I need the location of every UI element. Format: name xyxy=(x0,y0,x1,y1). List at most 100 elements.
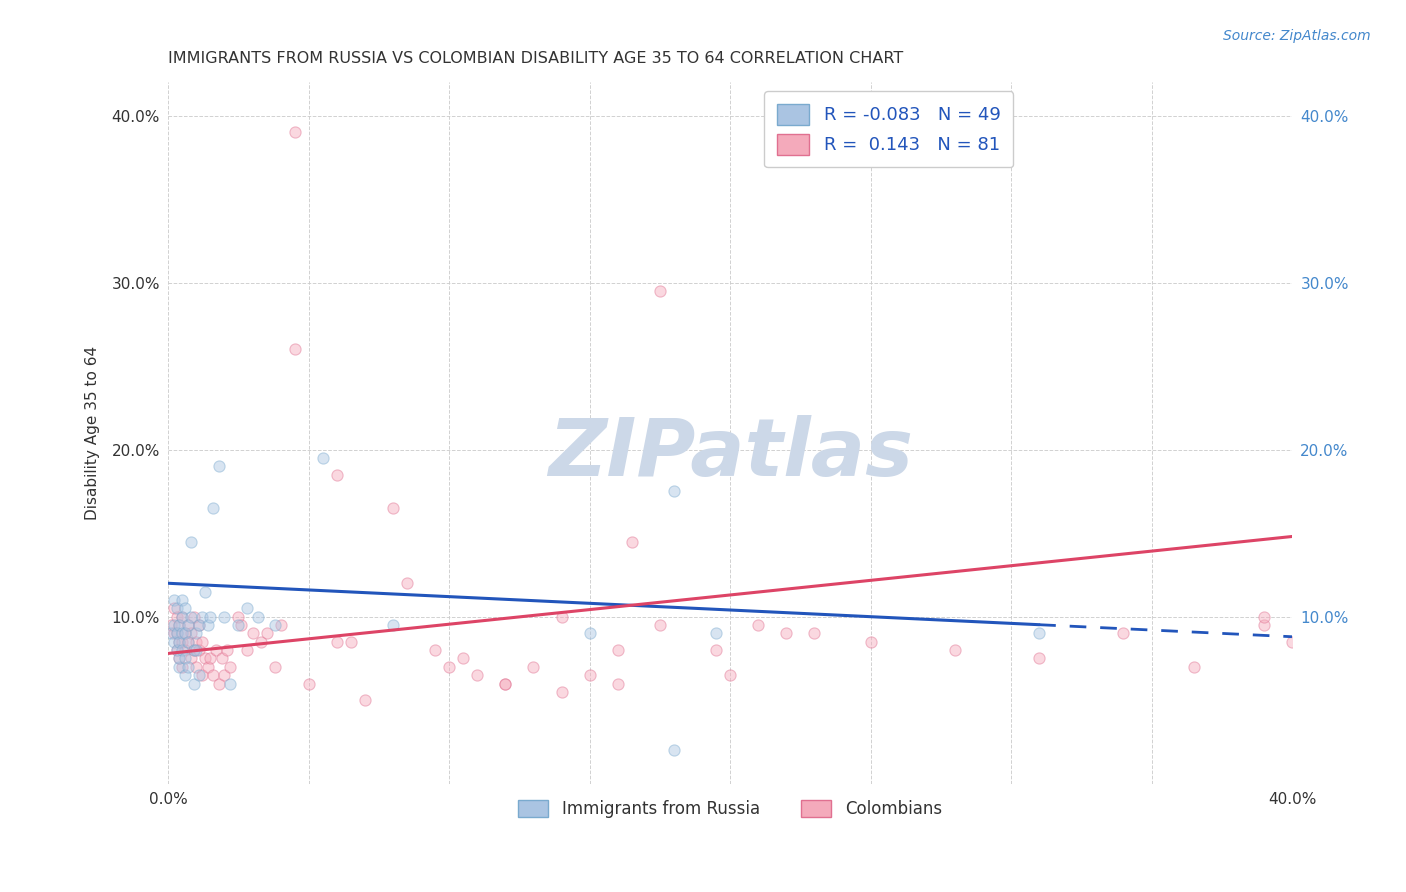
Point xyxy=(578,626,600,640)
Point xyxy=(298,676,321,690)
Point xyxy=(183,676,205,690)
Point xyxy=(172,609,194,624)
Point xyxy=(264,660,287,674)
Point xyxy=(718,668,741,682)
Point xyxy=(250,634,273,648)
Point xyxy=(163,618,186,632)
Point xyxy=(169,634,191,648)
Point xyxy=(704,626,727,640)
Point xyxy=(205,643,228,657)
Point xyxy=(382,618,405,632)
Point xyxy=(166,626,188,640)
Point xyxy=(180,651,202,665)
Point xyxy=(208,676,231,690)
Point xyxy=(648,284,671,298)
Point xyxy=(166,643,188,657)
Point xyxy=(396,576,419,591)
Point xyxy=(177,618,200,632)
Point xyxy=(236,643,259,657)
Point xyxy=(550,609,572,624)
Point xyxy=(169,618,191,632)
Point xyxy=(284,125,307,139)
Point xyxy=(169,651,191,665)
Point xyxy=(620,534,643,549)
Point xyxy=(169,618,191,632)
Point xyxy=(172,643,194,657)
Point xyxy=(1028,651,1050,665)
Text: IMMIGRANTS FROM RUSSIA VS COLOMBIAN DISABILITY AGE 35 TO 64 CORRELATION CHART: IMMIGRANTS FROM RUSSIA VS COLOMBIAN DISA… xyxy=(169,51,904,66)
Point xyxy=(172,660,194,674)
Point xyxy=(1253,609,1275,624)
Point xyxy=(312,450,335,465)
Point xyxy=(943,643,966,657)
Point xyxy=(264,618,287,632)
Point xyxy=(163,634,186,648)
Point xyxy=(648,618,671,632)
Point xyxy=(186,643,208,657)
Point xyxy=(219,676,242,690)
Point xyxy=(662,484,685,499)
Point xyxy=(163,601,186,615)
Point xyxy=(172,626,194,640)
Point xyxy=(180,626,202,640)
Point xyxy=(208,459,231,474)
Point xyxy=(186,660,208,674)
Point xyxy=(200,651,222,665)
Point xyxy=(169,651,191,665)
Point xyxy=(163,593,186,607)
Point xyxy=(270,618,292,632)
Point xyxy=(174,651,197,665)
Point xyxy=(194,584,217,599)
Point xyxy=(437,660,460,674)
Point xyxy=(166,626,188,640)
Point xyxy=(1253,618,1275,632)
Point xyxy=(186,626,208,640)
Point xyxy=(202,668,225,682)
Point xyxy=(775,626,797,640)
Point xyxy=(214,609,236,624)
Point xyxy=(172,634,194,648)
Point xyxy=(191,668,214,682)
Point xyxy=(550,685,572,699)
Point xyxy=(180,534,202,549)
Legend: Immigrants from Russia, Colombians: Immigrants from Russia, Colombians xyxy=(512,793,949,824)
Y-axis label: Disability Age 35 to 64: Disability Age 35 to 64 xyxy=(86,346,100,520)
Point xyxy=(228,609,250,624)
Point xyxy=(172,609,194,624)
Point xyxy=(1028,626,1050,640)
Point xyxy=(606,643,628,657)
Point xyxy=(803,626,825,640)
Point xyxy=(606,676,628,690)
Text: Source: ZipAtlas.com: Source: ZipAtlas.com xyxy=(1223,29,1371,44)
Point xyxy=(197,618,219,632)
Point xyxy=(1182,660,1205,674)
Point xyxy=(704,643,727,657)
Point xyxy=(197,660,219,674)
Point xyxy=(1281,634,1303,648)
Point xyxy=(578,668,600,682)
Point xyxy=(451,651,474,665)
Point xyxy=(194,651,217,665)
Point xyxy=(191,634,214,648)
Point xyxy=(354,693,377,707)
Point xyxy=(169,634,191,648)
Point xyxy=(166,609,188,624)
Point xyxy=(169,660,191,674)
Point xyxy=(494,676,516,690)
Point xyxy=(188,668,211,682)
Point xyxy=(174,626,197,640)
Point xyxy=(183,643,205,657)
Point xyxy=(217,643,239,657)
Point xyxy=(1112,626,1135,640)
Point xyxy=(183,643,205,657)
Point xyxy=(174,643,197,657)
Point xyxy=(174,601,197,615)
Point xyxy=(188,643,211,657)
Point xyxy=(200,609,222,624)
Point xyxy=(183,609,205,624)
Point xyxy=(177,634,200,648)
Text: ZIPatlas: ZIPatlas xyxy=(547,415,912,493)
Point xyxy=(236,601,259,615)
Point xyxy=(160,626,183,640)
Point xyxy=(166,643,188,657)
